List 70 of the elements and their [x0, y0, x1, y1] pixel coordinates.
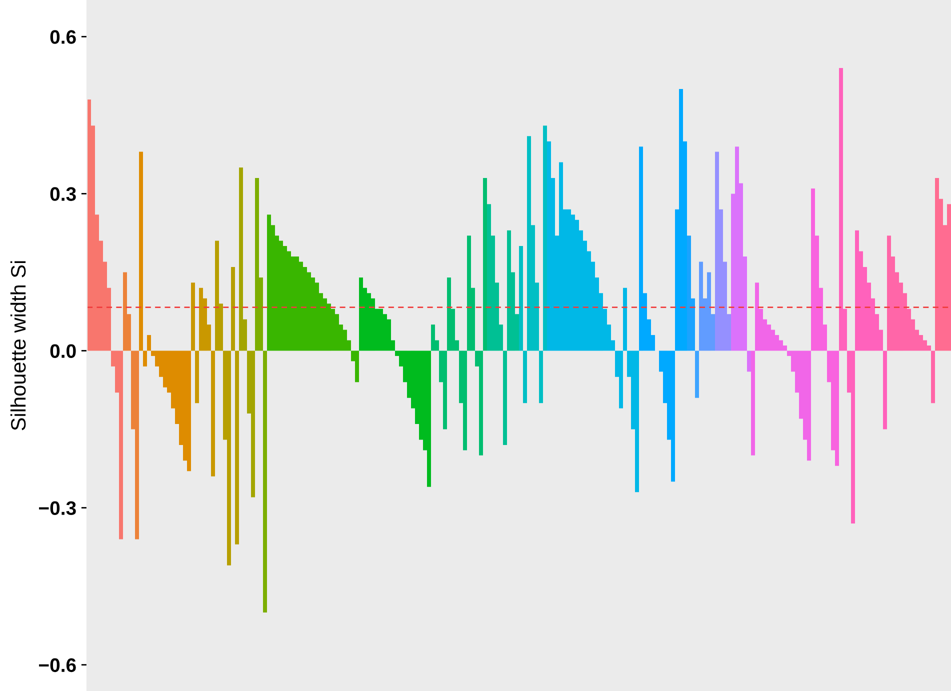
bar: [695, 350, 699, 398]
bar: [263, 350, 267, 612]
y-tick-label: 0.3: [50, 187, 76, 201]
bar: [747, 350, 751, 372]
bar: [143, 350, 147, 366]
bar: [199, 288, 203, 351]
bar: [503, 350, 507, 445]
bar: [671, 350, 675, 482]
bar: [123, 272, 127, 351]
bar: [851, 350, 855, 524]
bar: [523, 350, 527, 404]
bar: [699, 262, 703, 351]
bar: [835, 350, 839, 466]
y-tick-label: 0.0: [50, 344, 76, 358]
bar: [231, 266, 235, 351]
bar: [187, 350, 191, 472]
bar: [235, 350, 239, 544]
bar: [215, 240, 219, 351]
bar: [507, 230, 511, 351]
bar: [715, 152, 719, 351]
bar: [543, 126, 547, 351]
bar: [807, 350, 811, 461]
bar: [227, 350, 231, 566]
y-tick-label: −0.6: [39, 658, 76, 672]
bar: [195, 350, 199, 404]
bar: [935, 178, 939, 351]
bar: [255, 178, 259, 351]
bar: [679, 88, 683, 351]
bar: [623, 288, 627, 351]
bar: [135, 350, 139, 540]
bar: [527, 136, 531, 351]
bar: [431, 324, 435, 351]
bar: [839, 68, 843, 351]
bar: [755, 282, 759, 351]
bar: [483, 178, 487, 351]
bar: [355, 350, 359, 382]
bar: [931, 350, 935, 404]
bar: [211, 350, 215, 476]
bar: [463, 350, 467, 450]
bar: [447, 277, 451, 351]
bar: [539, 350, 543, 404]
bar: [639, 146, 643, 351]
bar: [443, 350, 447, 430]
y-tick-label: −0.3: [39, 501, 76, 516]
bar: [267, 214, 271, 351]
bar: [191, 282, 195, 351]
bar: [883, 350, 887, 430]
y-tick-label: 0.6: [50, 30, 76, 44]
bar: [811, 188, 815, 351]
bar: [547, 141, 551, 351]
bar: [239, 168, 243, 351]
bar: [687, 236, 691, 351]
bar: [467, 236, 471, 351]
bar: [479, 350, 483, 456]
bar: [559, 162, 563, 351]
bar: [359, 277, 363, 351]
bar: [147, 335, 151, 351]
bar: [887, 236, 891, 351]
y-axis-title: Silhouette width Si: [10, 261, 26, 430]
bar: [139, 152, 143, 351]
bar: [427, 350, 431, 487]
bar: [707, 272, 711, 351]
bar: [251, 350, 255, 498]
bar: [619, 350, 623, 408]
bar: [855, 230, 859, 351]
bar: [635, 350, 639, 492]
bar: [119, 350, 123, 540]
bar: [751, 350, 755, 456]
bar: [519, 246, 523, 351]
bar: [487, 204, 491, 351]
